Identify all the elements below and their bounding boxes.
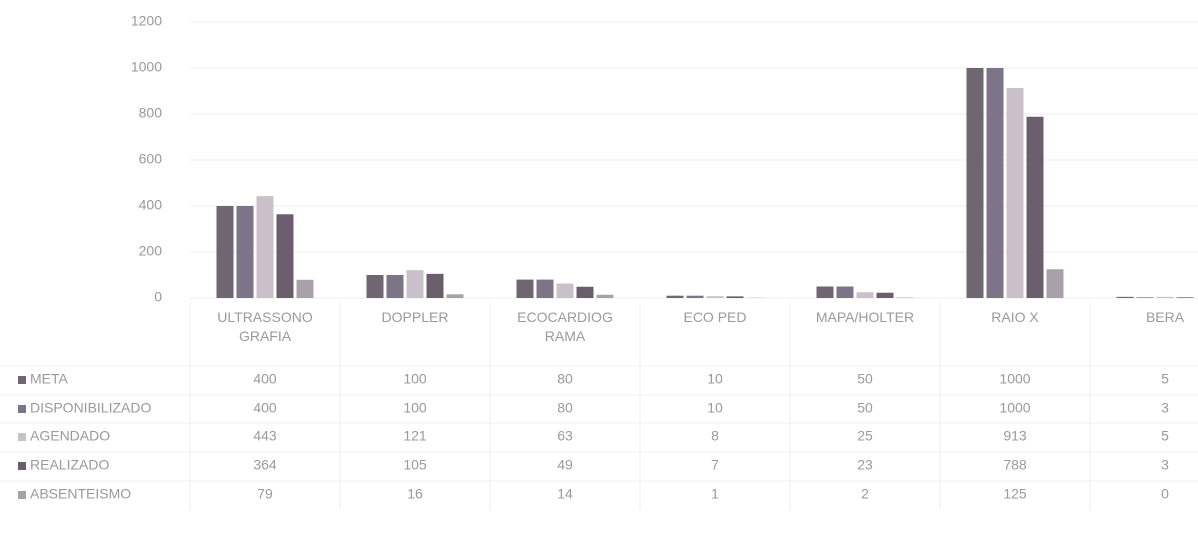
bar	[446, 294, 464, 298]
table-value: 79	[257, 486, 273, 502]
table-value: 50	[857, 400, 873, 416]
bar	[576, 286, 594, 298]
table-value: 913	[1003, 428, 1027, 444]
bar	[966, 68, 984, 298]
table-value: 105	[403, 457, 427, 473]
legend-key	[18, 433, 26, 441]
bar	[386, 275, 404, 298]
legend-label: AGENDADO	[30, 428, 110, 444]
bar	[236, 206, 254, 298]
legend-key	[18, 491, 26, 499]
bar	[1136, 297, 1154, 298]
x-tick-label: RAIO X	[991, 309, 1039, 325]
table-value: 10	[707, 400, 723, 416]
table-value: 1	[711, 486, 719, 502]
table-value: 0	[1161, 486, 1169, 502]
bar	[876, 292, 894, 298]
table-value: 50	[857, 371, 873, 387]
bar	[216, 206, 234, 298]
bar	[536, 279, 554, 298]
table-value: 121	[403, 428, 427, 444]
legend-label: ABSENTEISMO	[30, 486, 131, 502]
y-tick-label: 800	[139, 105, 163, 121]
table-value: 49	[557, 457, 573, 473]
legend-label: REALIZADO	[30, 457, 109, 473]
bar	[426, 273, 444, 298]
table-value: 7	[711, 457, 719, 473]
bar	[1176, 297, 1194, 298]
legend-key	[18, 376, 26, 384]
table-value: 364	[253, 457, 277, 473]
y-tick-label: 400	[139, 197, 163, 213]
bar	[686, 295, 704, 298]
bar	[856, 292, 874, 298]
bar	[406, 270, 424, 298]
table-value: 10	[707, 371, 723, 387]
table-value: 400	[253, 400, 277, 416]
legend-key	[18, 405, 26, 413]
y-tick-label: 0	[154, 289, 162, 305]
table-value: 80	[557, 400, 573, 416]
y-tick-label: 200	[139, 243, 163, 259]
bar	[256, 196, 274, 298]
table-value: 5	[1161, 428, 1169, 444]
bar	[1046, 269, 1064, 298]
table-value: 16	[407, 486, 423, 502]
y-tick-label: 1000	[131, 59, 162, 75]
bar	[296, 279, 314, 298]
x-tick-label: ECOCARDIOGRAMA	[517, 309, 613, 344]
y-tick-label: 1200	[131, 13, 162, 29]
table-value: 5	[1161, 371, 1169, 387]
table-value: 80	[557, 371, 573, 387]
table-value: 788	[1003, 457, 1027, 473]
bar	[836, 286, 854, 298]
bar	[1006, 88, 1024, 298]
x-tick-label: ULTRASSONOGRAFIA	[217, 309, 313, 344]
table-value: 100	[403, 371, 427, 387]
table-value: 400	[253, 371, 277, 387]
table-value: 63	[557, 428, 573, 444]
bar	[1116, 296, 1134, 298]
table-value: 14	[557, 486, 573, 502]
table-value: 443	[253, 428, 277, 444]
legend-label: META	[30, 371, 69, 387]
table-value: 1000	[999, 400, 1030, 416]
bar	[516, 279, 534, 298]
table-value: 2	[861, 486, 869, 502]
table-value: 25	[857, 428, 873, 444]
bar	[726, 296, 744, 298]
bar	[706, 296, 724, 298]
table-value: 125	[1003, 486, 1027, 502]
x-tick-label: ECO PED	[683, 309, 747, 325]
table-value: 23	[857, 457, 873, 473]
bar	[666, 295, 684, 298]
x-tick-label: BERA	[1145, 309, 1185, 325]
table-value: 1000	[999, 371, 1030, 387]
x-tick-label: MAPA/HOLTER	[815, 309, 915, 325]
table-value: 100	[403, 400, 427, 416]
bar	[556, 283, 574, 298]
table-value: 8	[711, 428, 719, 444]
y-tick-label: 600	[139, 151, 163, 167]
legend-key	[18, 462, 26, 470]
bar	[276, 214, 294, 298]
bar	[366, 275, 384, 298]
table-value: 3	[1161, 400, 1169, 416]
bar	[986, 68, 1004, 298]
table-value: 3	[1161, 457, 1169, 473]
x-tick-label: DOPPLER	[381, 309, 449, 325]
legend-label: DISPONIBILIZADO	[30, 400, 151, 416]
bar	[1156, 296, 1174, 298]
bar	[1026, 116, 1044, 298]
bar	[596, 294, 614, 298]
bar	[816, 286, 834, 298]
